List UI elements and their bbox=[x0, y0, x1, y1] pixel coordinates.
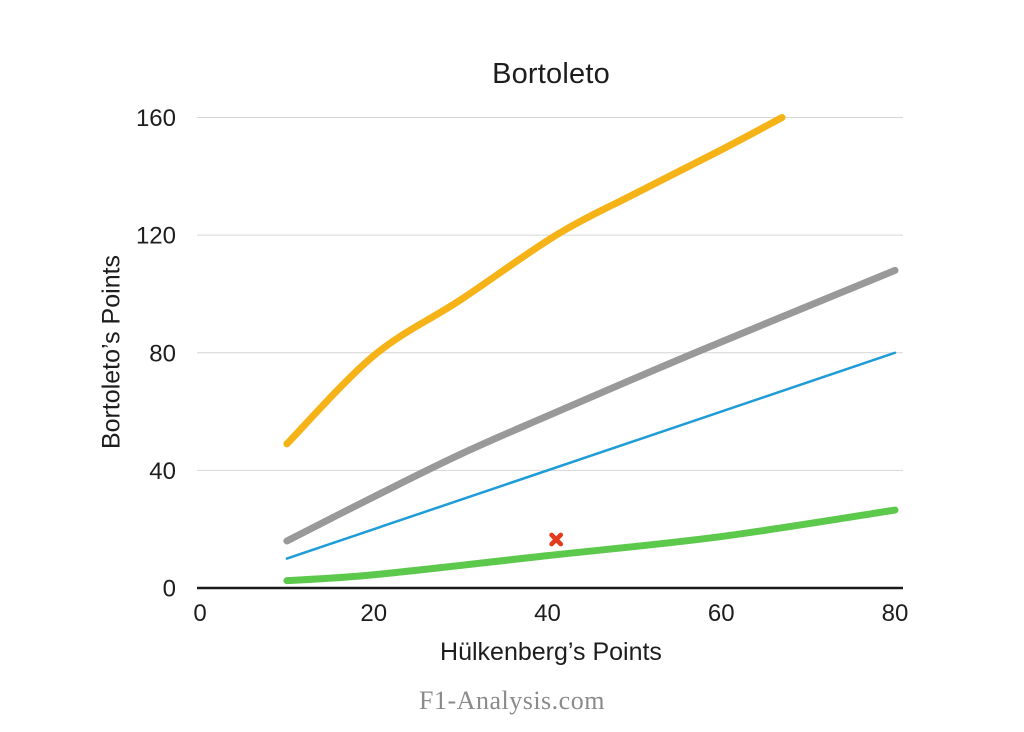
x-axis-title: Hülkenberg’s Points bbox=[440, 638, 662, 666]
series-line-gray-middle-curve bbox=[283, 266, 899, 545]
data-marker bbox=[549, 532, 564, 547]
y-tick-label-40: 40 bbox=[149, 458, 176, 485]
series-line-green-lower-curve bbox=[283, 506, 899, 585]
gridlines bbox=[197, 117, 903, 590]
chart-title: Bortoleto bbox=[492, 58, 610, 90]
x-tick-label-20: 20 bbox=[360, 600, 387, 627]
y-tick-label-80: 80 bbox=[149, 340, 176, 367]
site-watermark: F1-Analysis.com bbox=[419, 686, 605, 715]
x-tick-label-40: 40 bbox=[534, 600, 561, 627]
series-line-yellow-upper-curve bbox=[283, 114, 786, 448]
y-tick-label-120: 120 bbox=[136, 223, 176, 250]
current-points-marker-stroke-2 bbox=[549, 532, 564, 547]
series-lines bbox=[283, 114, 899, 585]
y-tick-label-0: 0 bbox=[163, 576, 176, 603]
y-axis-title: Bortoleto’s Points bbox=[97, 254, 126, 450]
series-line-blue-parity-line bbox=[285, 351, 897, 560]
y-tick-label-160: 160 bbox=[136, 105, 176, 132]
x-tick-label-0: 0 bbox=[193, 600, 206, 627]
x-tick-label-60: 60 bbox=[708, 600, 735, 627]
tick-labels: 0 20 40 60 80 0 40 80 120 160 bbox=[136, 105, 908, 627]
x-tick-label-80: 80 bbox=[882, 600, 909, 627]
